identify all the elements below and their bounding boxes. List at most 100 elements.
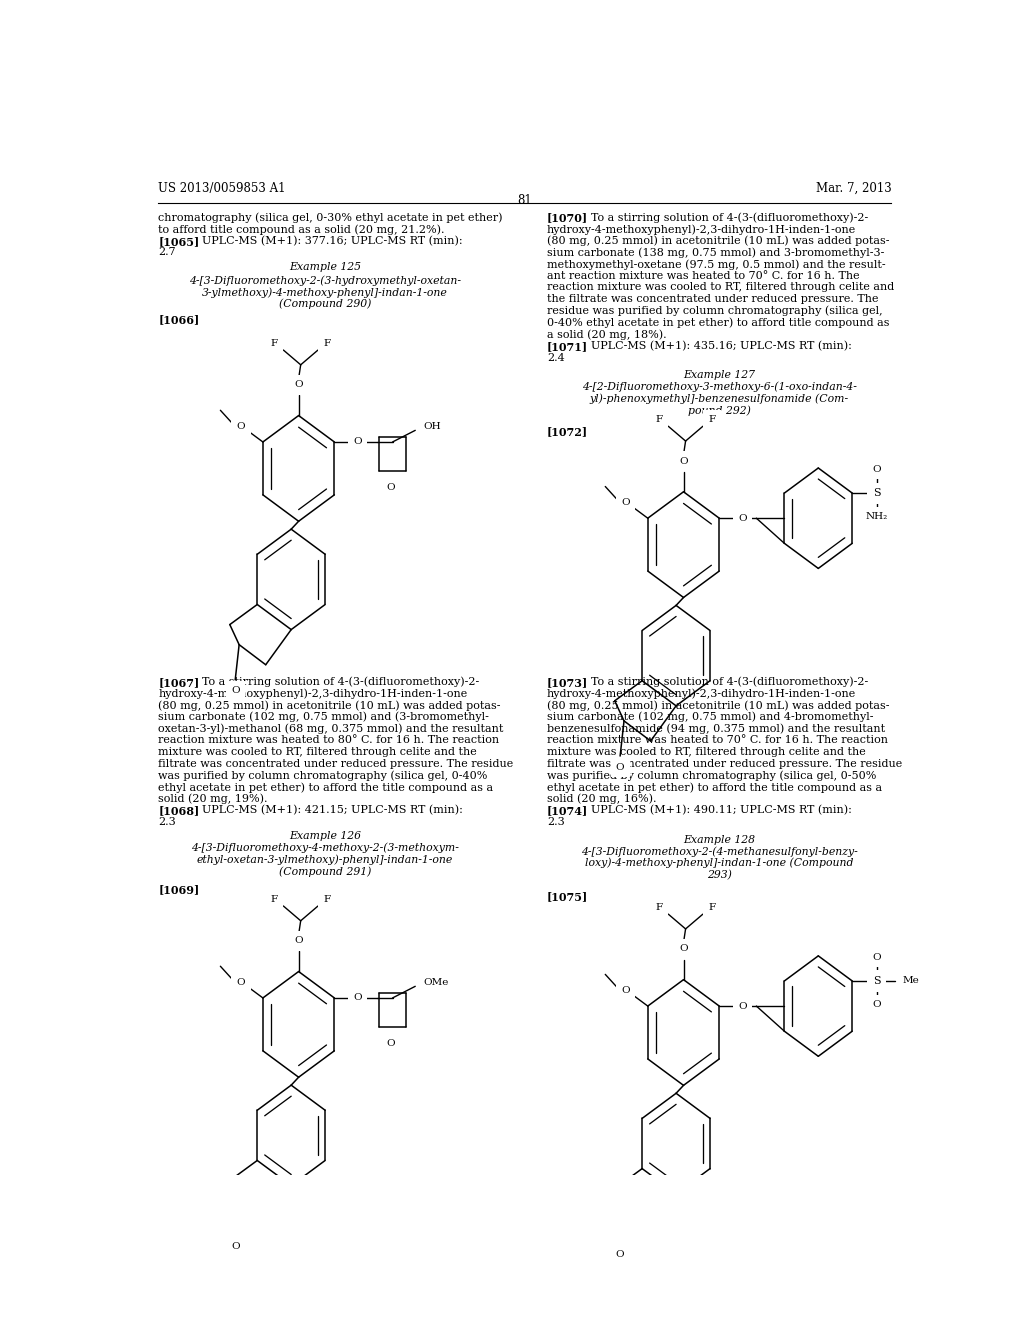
Text: 4-[2-Difluoromethoxy-3-methoxy-6-(1-oxo-indan-4-: 4-[2-Difluoromethoxy-3-methoxy-6-(1-oxo-…: [582, 381, 857, 392]
Text: solid (20 mg, 16%).: solid (20 mg, 16%).: [547, 793, 656, 804]
Text: 2.3: 2.3: [547, 817, 565, 828]
Text: [1069]: [1069]: [158, 883, 200, 895]
Text: ethyl acetate in pet ether) to afford the title compound as a: ethyl acetate in pet ether) to afford th…: [158, 781, 494, 792]
Text: F: F: [709, 416, 716, 425]
Text: UPLC-MS (M+1): 490.11; UPLC-MS RT (min):: UPLC-MS (M+1): 490.11; UPLC-MS RT (min):: [591, 805, 852, 816]
Text: OMe: OMe: [424, 978, 449, 986]
Text: Example 125: Example 125: [289, 263, 360, 272]
Text: To a stirring solution of 4-(3-(difluoromethoxy)-2-: To a stirring solution of 4-(3-(difluoro…: [591, 213, 868, 223]
Text: [1073]: [1073]: [547, 677, 588, 688]
Text: O: O: [294, 380, 303, 389]
Text: reaction mixture was heated to 80° C. for 16 h. The reaction: reaction mixture was heated to 80° C. fo…: [158, 735, 500, 746]
Text: was purified by column chromatography (silica gel, 0-40%: was purified by column chromatography (s…: [158, 771, 487, 781]
Text: mixture was cooled to RT, filtered through celite and the: mixture was cooled to RT, filtered throu…: [158, 747, 477, 756]
Text: NH₂: NH₂: [865, 512, 888, 521]
Text: O: O: [872, 953, 881, 962]
Text: O: O: [738, 1002, 746, 1011]
Text: filtrate was concentrated under reduced pressure. The residue: filtrate was concentrated under reduced …: [547, 759, 902, 768]
Text: OH: OH: [424, 421, 441, 430]
Text: (Compound 291): (Compound 291): [279, 866, 371, 876]
Text: [1072]: [1072]: [547, 426, 588, 437]
Text: (80 mg, 0.25 mmol) in acetonitrile (10 mL) was added potas-: (80 mg, 0.25 mmol) in acetonitrile (10 m…: [158, 700, 501, 710]
Text: [1075]: [1075]: [547, 891, 588, 902]
Text: [1065]: [1065]: [158, 236, 200, 247]
Text: 81: 81: [517, 194, 532, 207]
Text: 0-40% ethyl acetate in pet ether) to afford title compound as: 0-40% ethyl acetate in pet ether) to aff…: [547, 318, 890, 329]
Text: O: O: [615, 763, 625, 772]
Text: was purified by column chromatography (silica gel, 0-50%: was purified by column chromatography (s…: [547, 771, 877, 781]
Text: O: O: [738, 513, 746, 523]
Text: To a stirring solution of 4-(3-(difluoromethoxy)-2-: To a stirring solution of 4-(3-(difluoro…: [591, 677, 868, 688]
Text: 2.7: 2.7: [158, 247, 176, 257]
Text: To a stirring solution of 4-(3-(difluoromethoxy)-2-: To a stirring solution of 4-(3-(difluoro…: [202, 677, 479, 688]
Text: O: O: [622, 986, 630, 995]
Text: 2.4: 2.4: [547, 352, 565, 363]
Text: 4-[3-Difluoromethoxy-4-methoxy-2-(3-methoxym-: 4-[3-Difluoromethoxy-4-methoxy-2-(3-meth…: [190, 842, 459, 853]
Text: solid (20 mg, 19%).: solid (20 mg, 19%).: [158, 793, 267, 804]
Text: hydroxy-4-methoxyphenyl)-2,3-dihydro-1H-inden-1-one: hydroxy-4-methoxyphenyl)-2,3-dihydro-1H-…: [158, 689, 467, 700]
Text: ethyl-oxetan-3-ylmethoxy)-phenyl]-indan-1-one: ethyl-oxetan-3-ylmethoxy)-phenyl]-indan-…: [197, 854, 453, 865]
Text: S: S: [873, 975, 881, 986]
Text: S: S: [873, 488, 881, 498]
Text: (80 mg, 0.25 mmol) in acetonitrile (10 mL) was added potas-: (80 mg, 0.25 mmol) in acetonitrile (10 m…: [547, 236, 890, 247]
Text: US 2013/0059853 A1: US 2013/0059853 A1: [158, 182, 286, 195]
Text: pound 292): pound 292): [688, 405, 751, 416]
Text: sium carbonate (102 mg, 0.75 mmol) and (3-bromomethyl-: sium carbonate (102 mg, 0.75 mmol) and (…: [158, 711, 489, 722]
Text: O: O: [237, 978, 246, 986]
Text: loxy)-4-methoxy-phenyl]-indan-1-one (Compound: loxy)-4-methoxy-phenyl]-indan-1-one (Com…: [585, 858, 853, 869]
Text: sium carbonate (102 mg, 0.75 mmol) and 4-bromomethyl-: sium carbonate (102 mg, 0.75 mmol) and 4…: [547, 711, 873, 722]
Text: [1066]: [1066]: [158, 314, 200, 325]
Text: O: O: [230, 1242, 240, 1251]
Text: reaction mixture was cooled to RT, filtered through celite and: reaction mixture was cooled to RT, filte…: [547, 282, 894, 293]
Text: UPLC-MS (M+1): 377.16; UPLC-MS RT (min):: UPLC-MS (M+1): 377.16; UPLC-MS RT (min):: [202, 236, 463, 246]
Text: Example 126: Example 126: [289, 832, 360, 841]
Text: O: O: [872, 1001, 881, 1010]
Text: yl)-phenoxymethyl]-benzenesulfonamide (Com-: yl)-phenoxymethyl]-benzenesulfonamide (C…: [590, 393, 849, 404]
Text: filtrate was concentrated under reduced pressure. The residue: filtrate was concentrated under reduced …: [158, 759, 513, 768]
Text: F: F: [655, 416, 663, 425]
Text: O: O: [353, 437, 361, 446]
Text: UPLC-MS (M+1): 435.16; UPLC-MS RT (min):: UPLC-MS (M+1): 435.16; UPLC-MS RT (min):: [591, 341, 852, 351]
Text: O: O: [230, 686, 240, 696]
Text: O: O: [353, 994, 361, 1002]
Text: 4-[3-Difluoromethoxy-2-(4-methanesulfonyl-benzy-: 4-[3-Difluoromethoxy-2-(4-methanesulfony…: [581, 846, 858, 857]
Text: benzenesulfonamide (94 mg, 0.375 mmol) and the resultant: benzenesulfonamide (94 mg, 0.375 mmol) a…: [547, 723, 885, 734]
Text: O: O: [386, 483, 395, 491]
Text: [1070]: [1070]: [547, 213, 588, 223]
Text: F: F: [270, 895, 278, 904]
Text: Me: Me: [903, 977, 920, 986]
Text: O: O: [294, 936, 303, 945]
Text: [1068]: [1068]: [158, 805, 200, 816]
Text: 293): 293): [707, 870, 732, 880]
Text: F: F: [270, 339, 278, 348]
Text: [1071]: [1071]: [547, 341, 588, 352]
Text: ant reaction mixture was heated to 70° C. for 16 h. The: ant reaction mixture was heated to 70° C…: [547, 271, 859, 281]
Text: Example 127: Example 127: [683, 370, 756, 380]
Text: Example 128: Example 128: [683, 834, 756, 845]
Text: F: F: [324, 895, 331, 904]
Text: O: O: [615, 1250, 625, 1259]
Text: (Compound 290): (Compound 290): [279, 298, 371, 309]
Text: F: F: [655, 903, 663, 912]
Text: F: F: [709, 903, 716, 912]
Text: O: O: [386, 1039, 395, 1048]
Text: F: F: [324, 339, 331, 348]
Text: chromatography (silica gel, 0-30% ethyl acetate in pet ether): chromatography (silica gel, 0-30% ethyl …: [158, 213, 503, 223]
Text: hydroxy-4-methoxyphenyl)-2,3-dihydro-1H-inden-1-one: hydroxy-4-methoxyphenyl)-2,3-dihydro-1H-…: [547, 689, 856, 700]
Text: [1074]: [1074]: [547, 805, 588, 816]
Text: methoxymethyl-oxetane (97.5 mg, 0.5 mmol) and the result-: methoxymethyl-oxetane (97.5 mg, 0.5 mmol…: [547, 259, 886, 269]
Text: O: O: [237, 421, 246, 430]
Text: a solid (20 mg, 18%).: a solid (20 mg, 18%).: [547, 329, 667, 339]
Text: the filtrate was concentrated under reduced pressure. The: the filtrate was concentrated under redu…: [547, 294, 879, 304]
Text: UPLC-MS (M+1): 421.15; UPLC-MS RT (min):: UPLC-MS (M+1): 421.15; UPLC-MS RT (min):: [202, 805, 463, 816]
Text: reaction mixture was heated to 70° C. for 16 h. The reaction: reaction mixture was heated to 70° C. fo…: [547, 735, 888, 746]
Text: oxetan-3-yl)-methanol (68 mg, 0.375 mmol) and the resultant: oxetan-3-yl)-methanol (68 mg, 0.375 mmol…: [158, 723, 504, 734]
Text: sium carbonate (138 mg, 0.75 mmol) and 3-bromomethyl-3-: sium carbonate (138 mg, 0.75 mmol) and 3…: [547, 247, 885, 257]
Text: mixture was cooled to RT, filtered through celite and the: mixture was cooled to RT, filtered throu…: [547, 747, 865, 756]
Text: 2.3: 2.3: [158, 817, 176, 828]
Text: to afford title compound as a solid (20 mg, 21.2%).: to afford title compound as a solid (20 …: [158, 224, 444, 235]
Text: (80 mg, 0.25 mmol) in acetonitrile (10 mL) was added potas-: (80 mg, 0.25 mmol) in acetonitrile (10 m…: [547, 700, 890, 710]
Text: O: O: [679, 457, 688, 466]
Text: O: O: [622, 498, 630, 507]
Text: [1067]: [1067]: [158, 677, 200, 688]
